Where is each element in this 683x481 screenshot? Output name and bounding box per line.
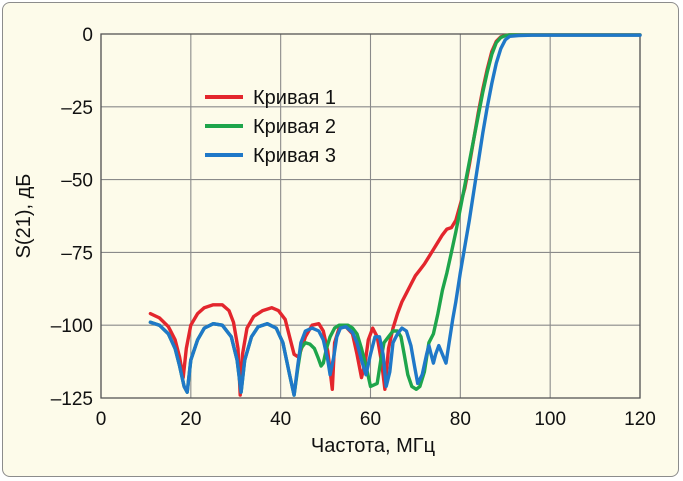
y-tick-label: –50 xyxy=(61,171,93,192)
x-tick-label: 0 xyxy=(96,409,107,430)
x-tick-label: 120 xyxy=(624,409,656,430)
x-tick-label: 60 xyxy=(360,409,381,430)
y-axis-ticks: 0 –25 –50 –75 –100 –125 xyxy=(51,25,93,410)
legend-label-2: Кривая 2 xyxy=(253,116,336,138)
series-line-3 xyxy=(148,33,642,397)
series-layer xyxy=(148,33,642,397)
x-tick-label: 100 xyxy=(534,409,566,430)
plot-area-border xyxy=(100,33,641,399)
legend-label-3: Кривая 3 xyxy=(253,145,336,167)
y-tick-label: –75 xyxy=(61,243,93,264)
y-tick-label: –25 xyxy=(61,98,93,119)
x-tick-label: 40 xyxy=(270,409,291,430)
y-tick-label: –100 xyxy=(51,316,93,337)
x-tick-label: 20 xyxy=(180,409,201,430)
y-tick-label: 0 xyxy=(82,25,93,46)
x-axis-title: Частота, МГц xyxy=(311,435,435,457)
x-axis-ticks: 0 20 40 60 80 100 120 xyxy=(96,409,656,430)
x-tick-label: 80 xyxy=(450,409,471,430)
y-tick-label: –125 xyxy=(51,389,93,410)
grid xyxy=(100,33,641,399)
legend: Кривая 1 Кривая 2 Кривая 3 xyxy=(205,87,336,167)
y-axis-title: S(21), дБ xyxy=(13,174,35,259)
legend-label-1: Кривая 1 xyxy=(253,87,336,109)
